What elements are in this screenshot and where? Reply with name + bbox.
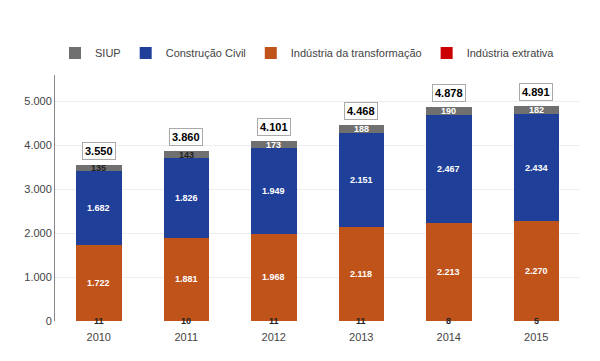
svg-text:3.860: 3.860 [172, 131, 200, 143]
svg-text:1.881: 1.881 [175, 274, 198, 284]
svg-text:2.118: 2.118 [350, 269, 372, 279]
svg-text:Indústria extrativa: Indústria extrativa [467, 47, 555, 59]
svg-text:2.213: 2.213 [437, 267, 460, 277]
svg-text:2.000: 2.000 [24, 227, 52, 239]
svg-text:4.878: 4.878 [435, 87, 463, 99]
svg-text:1.682: 1.682 [87, 203, 110, 213]
svg-text:11: 11 [356, 316, 366, 326]
svg-text:4.000: 4.000 [24, 139, 52, 151]
svg-text:5.000: 5.000 [24, 95, 52, 107]
svg-text:SIUP: SIUP [95, 47, 121, 59]
svg-text:2.270: 2.270 [525, 266, 548, 276]
svg-text:0: 0 [46, 315, 52, 327]
svg-text:1.968: 1.968 [262, 272, 285, 282]
svg-text:3.000: 3.000 [24, 183, 52, 195]
svg-text:173: 173 [266, 140, 281, 150]
svg-text:2011: 2011 [174, 331, 198, 343]
svg-text:135: 135 [91, 163, 106, 173]
svg-text:4.101: 4.101 [260, 121, 288, 133]
svg-text:11: 11 [94, 316, 104, 326]
svg-text:2013: 2013 [349, 331, 373, 343]
svg-text:4.468: 4.468 [347, 105, 375, 117]
svg-text:2015: 2015 [524, 331, 548, 343]
svg-text:1.722: 1.722 [87, 278, 110, 288]
svg-text:10: 10 [181, 316, 191, 326]
svg-text:143: 143 [179, 150, 194, 160]
svg-text:2010: 2010 [87, 331, 111, 343]
svg-text:188: 188 [354, 124, 369, 134]
svg-text:5: 5 [534, 316, 539, 326]
svg-text:1.826: 1.826 [175, 193, 198, 203]
svg-text:182: 182 [529, 105, 544, 115]
svg-text:8: 8 [446, 316, 451, 326]
svg-text:3.550: 3.550 [85, 145, 113, 157]
svg-text:2.467: 2.467 [437, 164, 460, 174]
svg-text:2012: 2012 [262, 331, 286, 343]
svg-text:1.000: 1.000 [24, 271, 52, 283]
svg-text:190: 190 [441, 106, 456, 116]
svg-text:4.891: 4.891 [522, 86, 550, 98]
svg-text:Construção Civil: Construção Civil [166, 47, 246, 59]
svg-text:2014: 2014 [437, 331, 461, 343]
svg-text:11: 11 [269, 316, 279, 326]
svg-text:2.151: 2.151 [350, 175, 373, 185]
svg-text:1.949: 1.949 [262, 186, 285, 196]
svg-text:Indústria da transformação: Indústria da transformação [291, 47, 422, 59]
svg-text:2.434: 2.434 [525, 163, 548, 173]
